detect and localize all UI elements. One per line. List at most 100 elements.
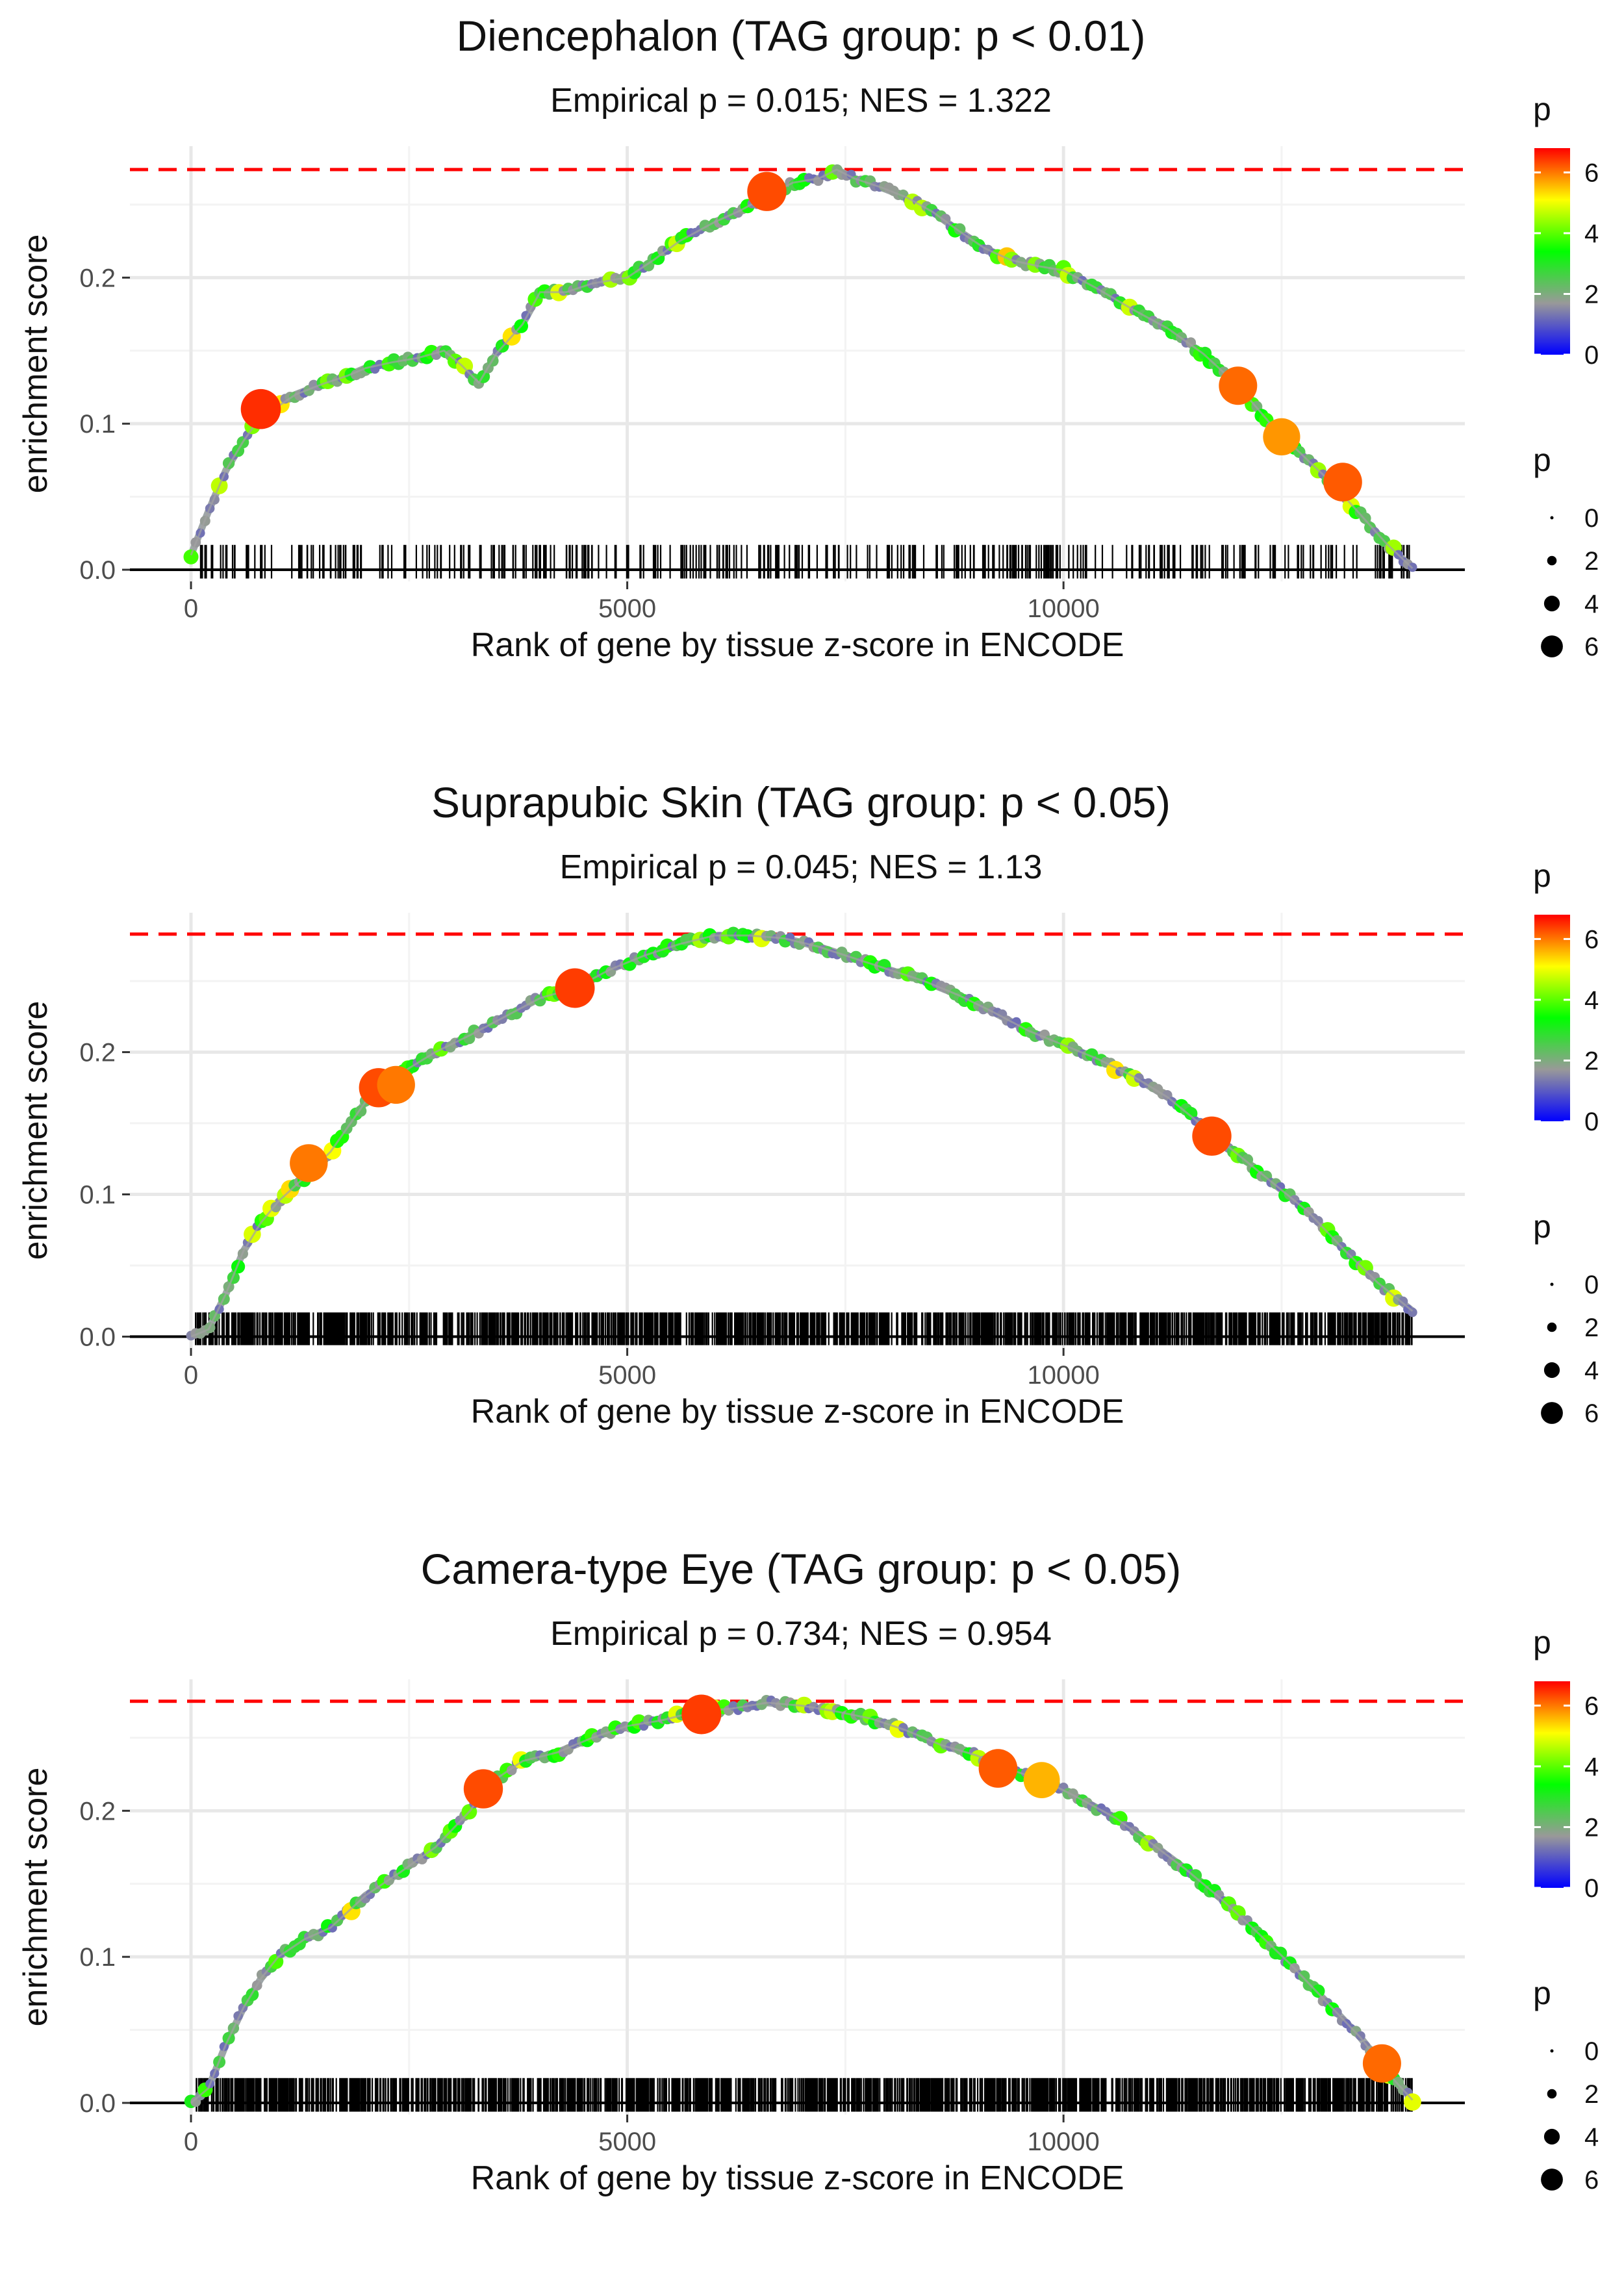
gene-rug-ticks — [196, 2078, 1413, 2112]
chart-subtitle: Empirical p = 0.734; NES = 0.954 — [550, 1615, 1052, 1653]
gene-rug — [196, 2078, 1413, 2112]
size-legend-label: 2 — [1584, 1314, 1599, 1342]
highlighted-gene-point — [555, 968, 595, 1008]
gene-point — [183, 549, 199, 565]
highlighted-gene-point — [1323, 463, 1362, 502]
gene-point — [954, 223, 966, 235]
chart-panel-1: Diencephalon (TAG group: p < 0.01) Empiri… — [17, 12, 1599, 664]
highlighted-gene-point — [747, 172, 787, 211]
x-tick-label: 10000 — [1028, 594, 1100, 623]
size-legend-label: 0 — [1584, 1271, 1599, 1299]
x-axis-label: Rank of gene by tissue z-score in ENCODE — [471, 1393, 1124, 1431]
size-legend-dot — [1541, 635, 1563, 657]
y-tick-label: 0.0 — [79, 1323, 116, 1351]
highlighted-gene-point — [1192, 1116, 1232, 1156]
size-legend-dot — [1547, 1322, 1557, 1332]
y-tick-label: 0.2 — [79, 1039, 116, 1067]
size-legend-dot — [1550, 2049, 1554, 2053]
highlighted-gene-point — [1219, 366, 1258, 405]
y-tick-label: 0.2 — [79, 264, 116, 292]
size-legend-label: 0 — [1584, 504, 1599, 533]
gene-point — [1404, 2093, 1421, 2111]
y-axis-label: enrichment score — [17, 235, 55, 494]
colorbar — [1534, 148, 1570, 355]
chart-title: Suprapubic Skin (TAG group: p < 0.05) — [431, 778, 1171, 826]
gene-point — [941, 214, 951, 224]
y-tick-label: 0.1 — [79, 1943, 116, 1972]
chart-subtitle: Empirical p = 0.045; NES = 1.13 — [560, 848, 1043, 886]
y-axis-label: enrichment score — [17, 1768, 55, 2027]
highlighted-gene-point — [1023, 1762, 1060, 1799]
size-legend-label: 2 — [1584, 547, 1599, 576]
size-legend-label: 4 — [1584, 2123, 1599, 2152]
y-tick-label: 0.0 — [79, 2089, 116, 2118]
x-tick-label: 10000 — [1028, 1361, 1100, 1390]
y-tick-label: 0.1 — [79, 1181, 116, 1210]
size-legend-dot — [1543, 2128, 1560, 2145]
colorbar-tick-label: 6 — [1584, 1692, 1599, 1720]
colorbar-title: p — [1533, 858, 1551, 894]
x-tick-label: 0 — [184, 2128, 198, 2156]
gene-rug — [195, 1312, 1413, 1345]
size-legend-dot — [1550, 1282, 1554, 1286]
x-tick-label: 5000 — [598, 2128, 656, 2156]
chart-subtitle: Empirical p = 0.015; NES = 1.322 — [550, 82, 1052, 120]
x-tick-label: 10000 — [1028, 2128, 1100, 2156]
size-legend-dot — [1541, 2169, 1563, 2191]
gene-rug — [199, 544, 1410, 579]
enrichment-score-line-core — [190, 168, 1414, 569]
gene-point — [1186, 337, 1197, 348]
x-tick-label: 0 — [184, 1361, 198, 1390]
gene-points — [186, 926, 1417, 1341]
colorbar-tick-label: 4 — [1584, 986, 1599, 1015]
colorbar-tick-label: 0 — [1584, 341, 1599, 370]
size-legend-title: p — [1533, 442, 1551, 478]
colorbar — [1534, 915, 1570, 1121]
chart-panel-2: Suprapubic Skin (TAG group: p < 0.05) Emp… — [17, 778, 1599, 1431]
x-axis-label: Rank of gene by tissue z-score in ENCODE — [471, 626, 1124, 664]
colorbar-tick-label: 2 — [1584, 1813, 1599, 1842]
y-tick-label: 0.0 — [79, 556, 116, 585]
highlighted-gene-point — [1362, 2044, 1401, 2083]
highlighted-gene-point — [978, 1749, 1018, 1788]
colorbar-title: p — [1533, 1624, 1551, 1660]
gene-point — [1398, 1296, 1408, 1306]
y-tick-label: 0.2 — [79, 1797, 116, 1825]
colorbar-tick-label: 0 — [1584, 1874, 1599, 1903]
colorbar-tick-label: 4 — [1584, 1753, 1599, 1781]
highlighted-gene-point — [290, 1144, 328, 1182]
gene-point — [1241, 1154, 1254, 1166]
colorbar-tick-label: 2 — [1584, 280, 1599, 309]
highlighted-gene-point — [1263, 418, 1300, 456]
highlighted-gene-point — [463, 1769, 503, 1809]
chart-title: Camera-type Eye (TAG group: p < 0.05) — [421, 1545, 1182, 1593]
colorbar-tick-label: 0 — [1584, 1108, 1599, 1136]
highlighted-gene-point — [681, 1694, 722, 1735]
size-legend-dot — [1543, 1362, 1560, 1379]
size-legend-label: 2 — [1584, 2080, 1599, 2109]
highlighted-gene-point — [240, 388, 281, 429]
gene-rug-ticks — [199, 544, 1410, 579]
size-legend-dot — [1547, 2089, 1557, 2099]
colorbar-title: p — [1533, 91, 1551, 127]
gene-point — [1298, 1970, 1310, 1983]
chart-title: Diencephalon (TAG group: p < 0.01) — [457, 12, 1146, 60]
size-legend-title: p — [1533, 1208, 1551, 1245]
colorbar — [1534, 1681, 1570, 1888]
gene-points — [184, 1695, 1421, 2111]
y-tick-label: 0.1 — [79, 410, 116, 439]
size-legend-dot — [1547, 555, 1557, 566]
gene-point — [1356, 2031, 1365, 2041]
x-axis-label: Rank of gene by tissue z-score in ENCODE — [471, 2159, 1124, 2197]
colorbar-tick-label: 4 — [1584, 220, 1599, 248]
x-tick-label: 5000 — [598, 1361, 656, 1390]
x-tick-label: 5000 — [598, 594, 656, 623]
colorbar-tick-label: 2 — [1584, 1047, 1599, 1075]
size-legend-label: 6 — [1584, 633, 1599, 661]
gene-point — [1360, 512, 1371, 524]
y-axis-label: enrichment score — [17, 1001, 55, 1260]
size-legend-title: p — [1533, 1975, 1551, 2011]
x-tick-label: 0 — [184, 594, 198, 623]
